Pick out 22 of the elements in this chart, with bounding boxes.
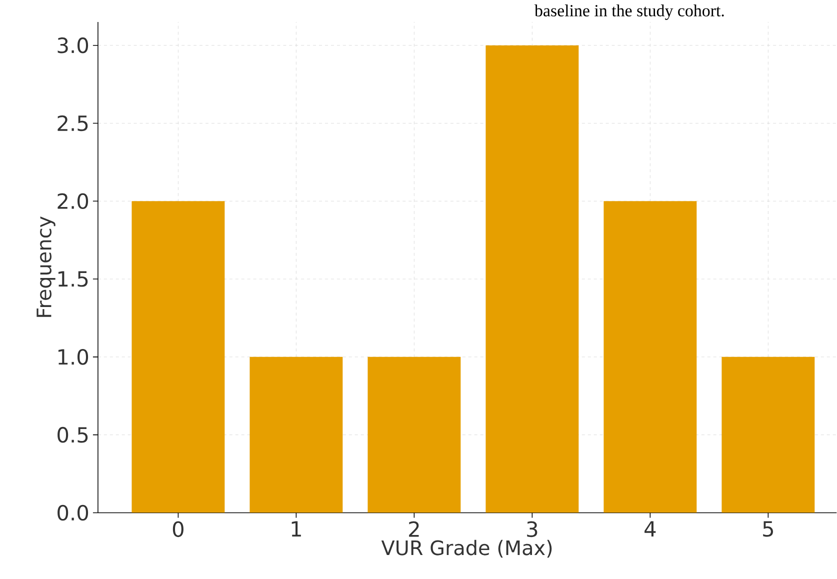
y-tick-label: 2.0 xyxy=(58,193,88,210)
bar xyxy=(250,357,343,513)
y-tick-label: 1.5 xyxy=(58,271,88,287)
text: baseline in the study cohort. xyxy=(534,4,724,20)
bar xyxy=(486,45,579,513)
x-tick-label: 0 xyxy=(172,521,184,538)
y-tick-label: 2.5 xyxy=(58,115,88,132)
bar xyxy=(604,201,697,513)
x-tick-label: 5 xyxy=(763,521,773,537)
x-tick-label: 3 xyxy=(527,521,538,538)
x-tick-label: 1 xyxy=(292,521,301,537)
x-axis-title: VUR Grade (Max) xyxy=(381,540,552,558)
bar xyxy=(132,201,225,513)
bar xyxy=(722,357,815,513)
x-tick-label: 4 xyxy=(644,521,656,537)
y-axis-title: Frequency xyxy=(36,216,56,317)
y-tick-label: 0.0 xyxy=(58,504,88,521)
y-tick-label: 3.0 xyxy=(58,38,88,54)
bar xyxy=(368,357,461,513)
y-tick-label: 1.0 xyxy=(58,349,88,365)
y-tick-label: 0.5 xyxy=(58,427,88,443)
x-tick-label: 2 xyxy=(409,521,419,537)
